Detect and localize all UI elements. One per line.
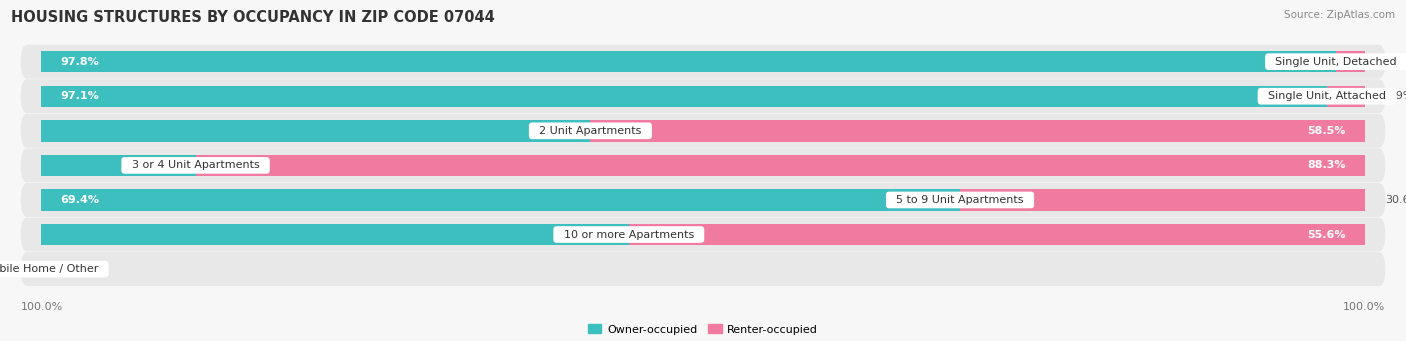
Text: 0.0%: 0.0% bbox=[0, 264, 27, 274]
Bar bbox=[41, 224, 628, 245]
Text: 69.4%: 69.4% bbox=[60, 195, 100, 205]
Bar bbox=[628, 224, 1365, 245]
FancyBboxPatch shape bbox=[21, 114, 1385, 148]
Text: 11.7%: 11.7% bbox=[141, 160, 176, 170]
FancyBboxPatch shape bbox=[21, 183, 1385, 217]
FancyBboxPatch shape bbox=[21, 218, 1385, 251]
Bar bbox=[41, 155, 195, 176]
Text: 55.6%: 55.6% bbox=[1308, 229, 1346, 239]
Text: 97.8%: 97.8% bbox=[60, 57, 100, 66]
Text: 100.0%: 100.0% bbox=[21, 302, 63, 312]
Text: 5 to 9 Unit Apartments: 5 to 9 Unit Apartments bbox=[889, 195, 1031, 205]
Bar bbox=[960, 189, 1365, 211]
Text: 41.5%: 41.5% bbox=[536, 126, 571, 136]
Text: 30.6%: 30.6% bbox=[1385, 195, 1406, 205]
Text: 100.0%: 100.0% bbox=[1343, 302, 1385, 312]
Text: 44.4%: 44.4% bbox=[574, 229, 609, 239]
Text: 2 Unit Apartments: 2 Unit Apartments bbox=[533, 126, 648, 136]
Text: 2.9%: 2.9% bbox=[1385, 91, 1406, 101]
Bar bbox=[41, 189, 960, 211]
Text: 2.2%: 2.2% bbox=[1385, 57, 1406, 66]
Text: HOUSING STRUCTURES BY OCCUPANCY IN ZIP CODE 07044: HOUSING STRUCTURES BY OCCUPANCY IN ZIP C… bbox=[11, 10, 495, 25]
Text: 10 or more Apartments: 10 or more Apartments bbox=[557, 229, 702, 239]
Text: Source: ZipAtlas.com: Source: ZipAtlas.com bbox=[1284, 10, 1395, 20]
Bar bbox=[195, 155, 1365, 176]
Bar bbox=[1336, 51, 1365, 72]
Text: 97.1%: 97.1% bbox=[60, 91, 100, 101]
Text: 88.3%: 88.3% bbox=[1308, 160, 1346, 170]
Text: 58.5%: 58.5% bbox=[1308, 126, 1346, 136]
Text: 0.0%: 0.0% bbox=[53, 264, 82, 274]
Bar bbox=[41, 120, 591, 142]
Bar bbox=[591, 120, 1365, 142]
Bar bbox=[1327, 86, 1365, 107]
Text: Single Unit, Detached: Single Unit, Detached bbox=[1268, 57, 1405, 66]
Bar bbox=[41, 86, 1327, 107]
FancyBboxPatch shape bbox=[21, 148, 1385, 182]
Text: 3 or 4 Unit Apartments: 3 or 4 Unit Apartments bbox=[125, 160, 267, 170]
FancyBboxPatch shape bbox=[21, 252, 1385, 286]
Bar bbox=[41, 51, 1336, 72]
Text: Mobile Home / Other: Mobile Home / Other bbox=[0, 264, 105, 274]
FancyBboxPatch shape bbox=[21, 45, 1385, 79]
FancyBboxPatch shape bbox=[21, 79, 1385, 113]
Legend: Owner-occupied, Renter-occupied: Owner-occupied, Renter-occupied bbox=[583, 320, 823, 339]
Text: Single Unit, Attached: Single Unit, Attached bbox=[1261, 91, 1393, 101]
